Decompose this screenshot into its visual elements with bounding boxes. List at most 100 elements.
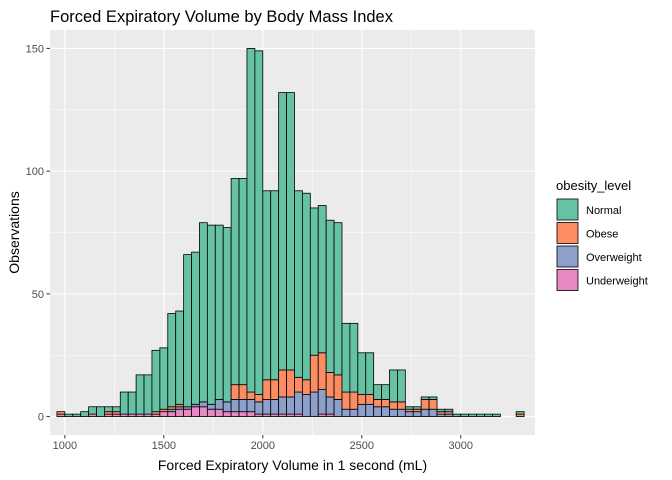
legend-label-normal: Normal (586, 205, 621, 217)
bar-normal (111, 406, 121, 413)
bar-underweight (238, 411, 248, 417)
bar-normal (127, 391, 137, 415)
bar-normal (80, 411, 90, 417)
bar-normal (309, 207, 319, 356)
bar-obese (381, 399, 390, 408)
bar-overweight (420, 408, 430, 417)
bar-overweight (238, 399, 248, 413)
bar-overweight (325, 396, 335, 415)
legend-key-normal (556, 198, 579, 221)
bar-normal (206, 224, 216, 405)
bar-normal (404, 406, 414, 410)
bar-normal (436, 408, 446, 413)
bar-overweight (428, 408, 438, 417)
bar-overweight (317, 389, 327, 415)
bar-normal (412, 406, 422, 410)
bar-obese (301, 379, 311, 395)
bar-obese (56, 411, 66, 415)
bar-normal (317, 205, 327, 354)
bar-normal (460, 413, 470, 417)
bar-normal (238, 178, 248, 386)
bar-normal (214, 224, 224, 400)
bar-overweight (349, 408, 359, 417)
bar-normal (484, 413, 493, 417)
bar-overweight (381, 406, 390, 417)
legend-label-obese: Obese (586, 229, 618, 241)
bar-normal (262, 190, 272, 381)
bar-normal (151, 349, 161, 413)
bar-normal (397, 369, 406, 403)
bar-normal (301, 192, 311, 381)
legend: obesity_level Normal Obese Overweight Under… (556, 178, 648, 291)
bar-normal (420, 396, 430, 400)
bar-overweight (222, 401, 232, 413)
legend-label-underweight: Underweight (586, 276, 648, 288)
bar-obese (349, 391, 359, 410)
bar-obese (230, 384, 240, 400)
bar-overweight (286, 396, 295, 415)
bar-normal (341, 322, 351, 393)
bar-obese (262, 379, 272, 400)
bar-overweight (270, 399, 280, 415)
bar-overweight (309, 391, 319, 417)
bar-obese (246, 391, 256, 400)
bar-normal (357, 352, 367, 395)
bar-overweight (341, 408, 351, 417)
bar-obese (270, 379, 280, 400)
bar-normal (468, 413, 478, 417)
x-tick-label: 2000 (251, 440, 275, 452)
bar-normal (389, 369, 398, 403)
bar-normal (143, 374, 153, 415)
bar-normal (476, 413, 485, 417)
bar-normal (270, 190, 280, 381)
bar-normal (428, 396, 438, 400)
bar-underweight (199, 406, 208, 417)
bar-normal (222, 227, 232, 403)
x-tick-label: 2500 (350, 440, 374, 452)
bar-obese (333, 374, 343, 400)
bar-underweight (175, 408, 185, 417)
bar-normal (191, 251, 200, 405)
bar-normal (373, 384, 382, 400)
bar-obese (420, 399, 430, 410)
bar-overweight (230, 399, 240, 413)
bar-obese (309, 354, 319, 393)
bar-underweight (167, 411, 177, 417)
y-tick-label: 0 (38, 412, 44, 424)
bar-obese (428, 399, 438, 410)
bar-underweight (206, 408, 216, 417)
bar-obese (341, 391, 351, 410)
x-tick-label: 1500 (152, 440, 176, 452)
bar-overweight (294, 391, 303, 415)
bar-overweight (404, 411, 414, 417)
bar-normal (294, 190, 303, 378)
bar-overweight (412, 411, 422, 417)
bar-normal (381, 384, 390, 400)
bar-overweight (278, 396, 287, 415)
bar-normal (175, 310, 185, 405)
bar-overweight (365, 403, 375, 417)
legend-key-underweight (556, 269, 579, 291)
bar-overweight (397, 408, 406, 417)
bar-underweight (230, 411, 240, 417)
bar-obese (294, 376, 303, 393)
bar-overweight (373, 406, 382, 417)
bar-normal (64, 413, 74, 417)
bar-underweight (246, 411, 256, 417)
bar-overweight (357, 403, 367, 417)
legend-key-overweight (556, 245, 579, 268)
y-tick-label: 50 (32, 289, 44, 301)
y-tick-label: 100 (26, 166, 44, 178)
legend-title: obesity_level (556, 178, 631, 193)
bar-overweight (254, 401, 264, 415)
bar-normal (88, 406, 97, 415)
bar-obese (278, 369, 287, 398)
bar-normal (72, 413, 82, 417)
bar-overweight (389, 408, 398, 417)
bar-normal (254, 50, 264, 395)
bar-normal (286, 92, 295, 371)
bar-normal (119, 391, 129, 415)
legend-label-overweight: Overweight (586, 252, 642, 264)
bar-obese (365, 394, 375, 405)
